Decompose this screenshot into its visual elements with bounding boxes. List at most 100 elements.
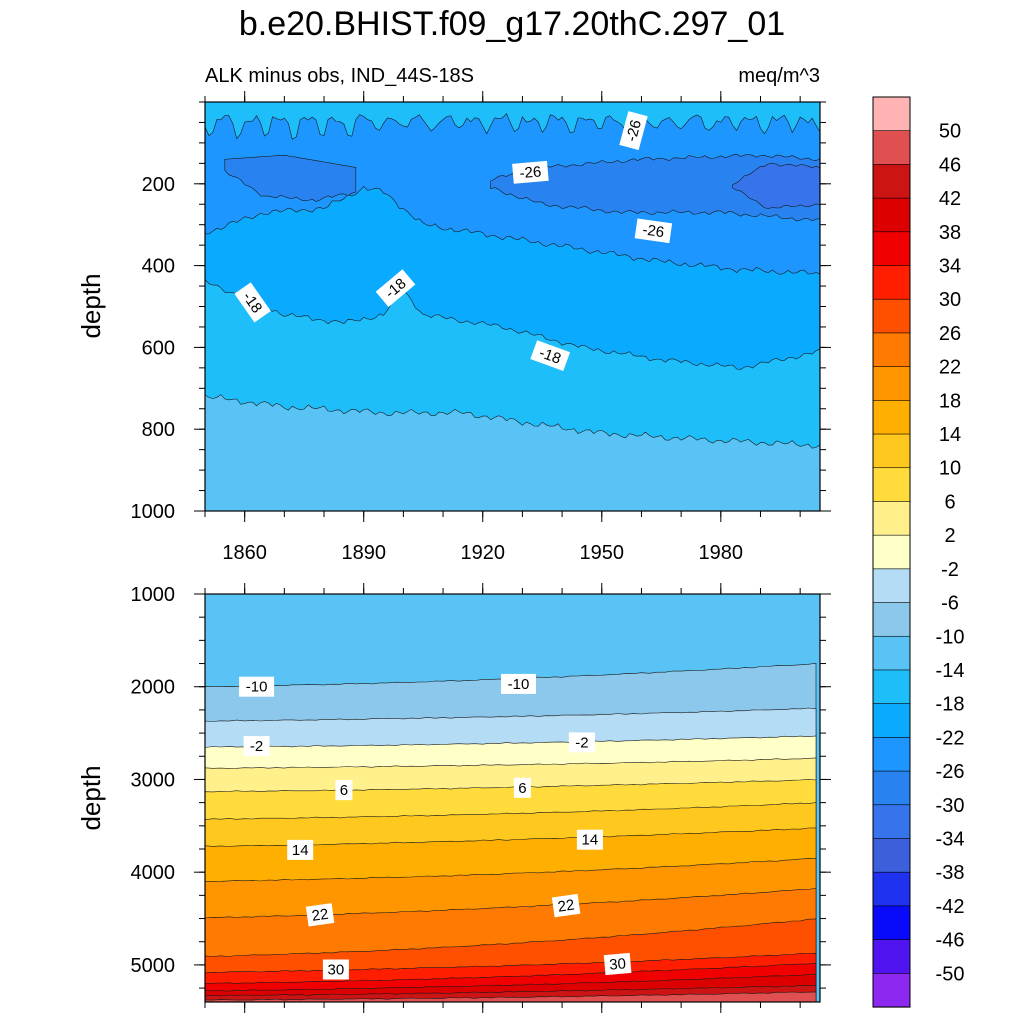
contour-label: -26 (619, 111, 648, 151)
contour-band-minus30-minus26-west (224, 154, 357, 202)
contour-label: 14 (287, 839, 314, 860)
colorbar-tick-label: -46 (936, 930, 965, 952)
y-tick-label: 400 (142, 256, 175, 278)
upper-contour-labels: -26-26-26-18-18-18 (234, 111, 673, 371)
colorbar-tick-label: 46 (939, 154, 961, 176)
colorbar-swatch (872, 568, 911, 604)
y-tick-label: 3000 (131, 769, 176, 791)
x-tick-label: 1860 (222, 542, 267, 564)
x-tick-label: 1920 (460, 542, 505, 564)
contour-label-text: 30 (328, 962, 345, 979)
lower-contour-fills (204, 594, 820, 1003)
colorbar-swatch (872, 164, 911, 199)
contour-label-bg (243, 736, 270, 757)
upper-panel: 1860 1890 1920 1950 1980 200 400 600 800 1000 dep… (76, 91, 831, 564)
y-tick-label: 800 (142, 419, 175, 441)
contour-label: -2 (243, 736, 270, 757)
contour-label-text: -10 (246, 679, 268, 696)
contour-label-text: 30 (609, 955, 627, 973)
x-tick-label: 1950 (580, 542, 625, 564)
colorbar-tick-label: -6 (941, 593, 959, 615)
colorbar-tick-label: 38 (939, 222, 961, 244)
colorbar-swatch (872, 433, 911, 469)
lower-y-axis-label: depth (76, 765, 106, 830)
colorbar-tick-label: -42 (936, 896, 965, 918)
contour-label: 6 (335, 780, 353, 801)
colorbar-tick-label: 34 (939, 256, 961, 278)
colorbar-tick-label: -50 (936, 963, 965, 985)
contour-label-bg (568, 732, 595, 753)
contour-label-bg (234, 282, 271, 323)
colorbar-tick-label: 18 (939, 390, 961, 412)
contour-label: 6 (513, 777, 531, 798)
contour-label-bg (287, 839, 314, 860)
contour-label: -26 (634, 218, 673, 244)
contour-label: 14 (576, 829, 603, 850)
lower-axis-ticks: 1000 2000 3000 4000 5000 (131, 583, 831, 1013)
colorbar-swatch (872, 905, 911, 941)
colorbar-swatch (872, 534, 911, 570)
contour-label-text: -2 (250, 738, 263, 755)
upper-contour-fills (204, 101, 821, 512)
contour-label-bg (576, 829, 603, 850)
upper-axis-ticks: 1860 1890 1920 1950 1980 200 400 600 800 1000 (131, 91, 831, 564)
colorbar-tick-label: -10 (936, 626, 965, 648)
lower-plot-frame (204, 593, 821, 1003)
colorbar-tick-label: 30 (939, 289, 961, 311)
contour-label-bg (634, 218, 673, 244)
colorbar-swatch (872, 366, 911, 401)
colorbar-swatch (872, 703, 911, 738)
contour-label-text: -18 (537, 344, 563, 367)
contour-label: 30 (603, 952, 632, 976)
colorbar-tick-label: -14 (936, 660, 965, 682)
colorbar-swatch (872, 635, 911, 671)
colorbar-swatch (872, 737, 911, 772)
colorbar-tick-label: -18 (936, 694, 965, 716)
colorbar-swatch (872, 298, 911, 334)
contour-label: -18 (375, 269, 416, 308)
colorbar-swatch (872, 871, 911, 907)
contour-label-bg (239, 676, 275, 697)
colorbar-tick-label: 10 (939, 458, 961, 480)
contour-label-bg (305, 903, 335, 927)
contour-label: 22 (305, 903, 335, 927)
contour-label-text: 22 (557, 897, 576, 916)
colorbar-swatch (872, 332, 911, 368)
colorbar-swatch (872, 838, 911, 873)
contour-label-text: -2 (575, 734, 588, 751)
panel-variable-label: ALK minus obs, IND_44S-18S (205, 65, 474, 87)
contour-label: -2 (568, 732, 595, 753)
contour-label-bg (603, 952, 632, 976)
colorbar-swatch (872, 130, 911, 165)
colorbar-tick-label: 26 (939, 323, 961, 345)
contour-label-bg (335, 780, 353, 801)
contour-label-bg (322, 959, 349, 980)
contour-label: -26 (512, 160, 549, 184)
y-tick-label: 2000 (131, 677, 176, 699)
colorbar-tick-label: -26 (936, 761, 965, 783)
contour-label: 22 (551, 893, 581, 918)
contour-label-text: -26 (519, 163, 542, 182)
contour-label-text: 6 (518, 780, 526, 797)
contour-label-bg (501, 673, 536, 694)
colorbar-tick-label: -30 (936, 795, 965, 817)
panel-units-label: meq/m^3 (738, 65, 820, 87)
colorbar-tick-label: 22 (939, 357, 961, 379)
colorbar-swatch (872, 400, 911, 435)
colorbar-tick-label: 6 (944, 491, 955, 513)
contour-label-bg (530, 340, 571, 371)
colorbar-swatch (872, 467, 911, 503)
contour-label: -18 (530, 340, 571, 371)
colorbar-swatch (872, 972, 911, 1008)
colorbar-swatch (872, 602, 911, 637)
contour-label: -10 (501, 673, 536, 694)
y-tick-label: 4000 (131, 862, 176, 884)
lower-contour-labels: -10 -10 -2 -2 6 6 14 14 22 22 30 30 (239, 673, 632, 980)
contour-label-text: -10 (508, 676, 530, 693)
colorbar-swatch (872, 96, 911, 132)
contour-label-text: 14 (582, 832, 599, 849)
x-tick-label: 1890 (341, 542, 386, 564)
colorbar-tick-label: -22 (936, 727, 965, 749)
contour-label: -10 (239, 676, 275, 697)
